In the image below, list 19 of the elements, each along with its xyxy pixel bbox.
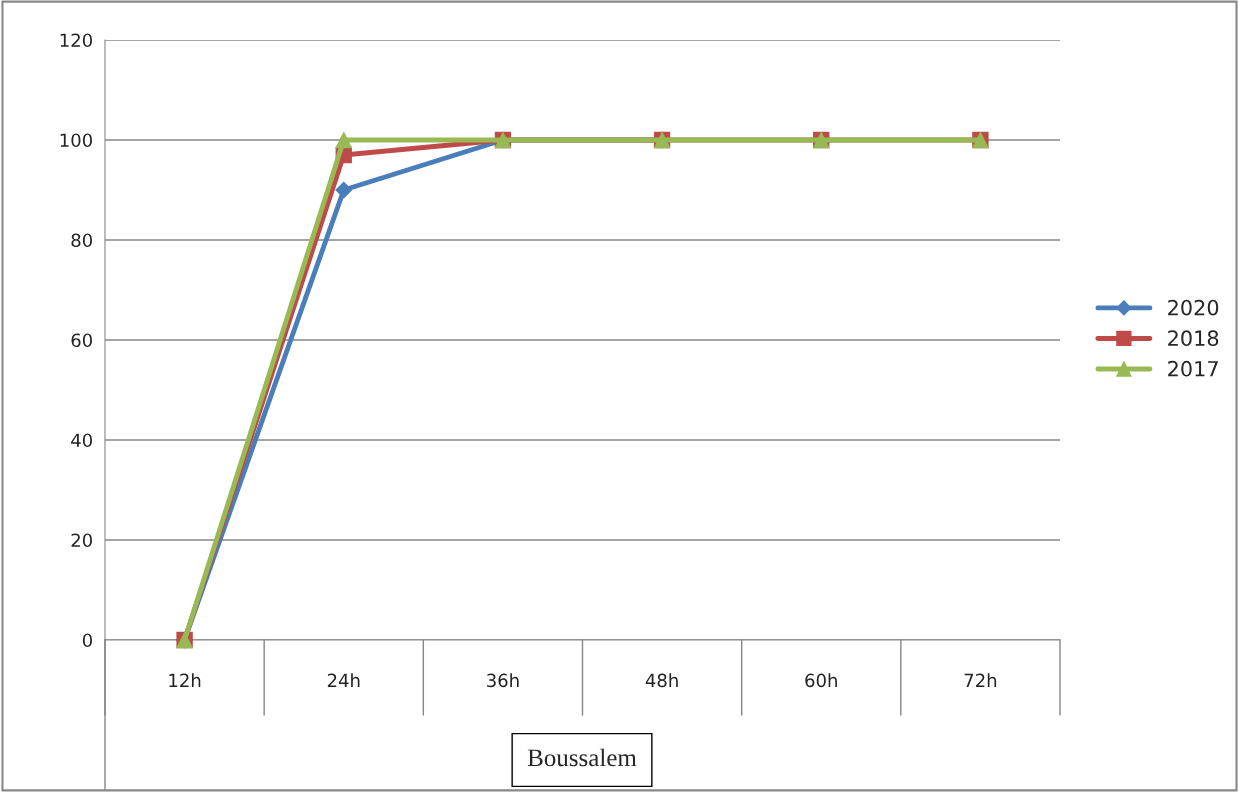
x-tick-label: 12h: [169, 673, 201, 687]
legend-label: 2018: [1168, 330, 1219, 347]
legend-label: 2017: [1168, 360, 1218, 377]
x-tick-label: 60h: [805, 673, 837, 688]
y-tick-label: 80: [71, 233, 92, 248]
x-tick-label: 72h: [964, 673, 997, 687]
x-tick-label: 48h: [645, 673, 678, 688]
y-tick-label: 60: [71, 333, 92, 348]
legend-label: 2020: [1168, 299, 1219, 316]
point: [335, 131, 352, 149]
y-tick-label: 0: [82, 633, 92, 648]
point: [335, 181, 353, 199]
y-tick-label: 20: [71, 533, 92, 548]
y-tick-label: 40: [71, 433, 92, 448]
x-axis-title: Boussalem: [527, 748, 637, 767]
x-tick-label: 36h: [487, 673, 519, 688]
y-tick-label: 100: [60, 133, 92, 148]
y-tick-label: 120: [60, 33, 92, 48]
x-tick-label: 24h: [327, 673, 360, 687]
